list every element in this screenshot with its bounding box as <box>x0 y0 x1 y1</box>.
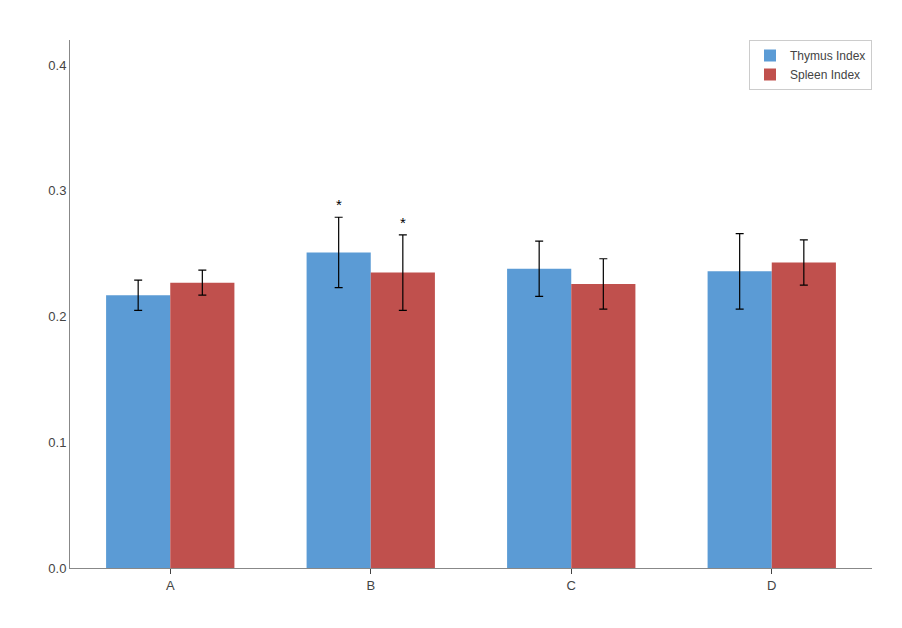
svg-text:0.0: 0.0 <box>48 561 66 576</box>
svg-text:D: D <box>767 578 776 593</box>
svg-text:0.4: 0.4 <box>48 58 66 73</box>
svg-text:0.2: 0.2 <box>48 309 66 324</box>
svg-text:Spleen Index: Spleen Index <box>790 68 860 82</box>
svg-text:C: C <box>567 578 576 593</box>
svg-text:0.3: 0.3 <box>48 183 66 198</box>
svg-text:0.1: 0.1 <box>48 435 66 450</box>
svg-text:Thymus Index: Thymus Index <box>790 49 865 63</box>
svg-text:*: * <box>400 214 406 231</box>
svg-text:*: * <box>336 196 342 213</box>
svg-text:A: A <box>166 578 175 593</box>
svg-text:B: B <box>366 578 375 593</box>
